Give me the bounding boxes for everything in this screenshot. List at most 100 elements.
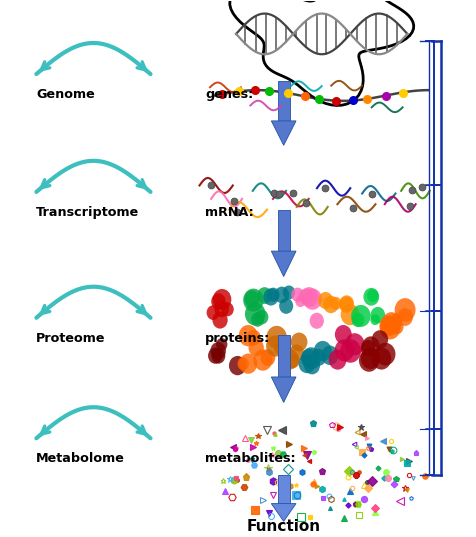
Circle shape	[239, 353, 257, 374]
Circle shape	[255, 310, 268, 324]
Circle shape	[237, 357, 248, 371]
Circle shape	[216, 338, 227, 351]
Circle shape	[370, 307, 384, 323]
Circle shape	[267, 288, 279, 302]
Text: Function: Function	[246, 519, 320, 534]
Polygon shape	[271, 504, 296, 521]
Circle shape	[221, 302, 233, 316]
Circle shape	[228, 356, 246, 375]
Circle shape	[366, 289, 377, 302]
Circle shape	[300, 287, 317, 307]
Circle shape	[266, 326, 286, 349]
Circle shape	[243, 288, 263, 311]
Circle shape	[211, 348, 225, 364]
Polygon shape	[271, 121, 296, 146]
Circle shape	[300, 349, 316, 367]
Circle shape	[245, 302, 265, 325]
Circle shape	[363, 288, 378, 306]
Text: Proteome: Proteome	[36, 332, 106, 345]
Circle shape	[278, 298, 293, 314]
Circle shape	[303, 357, 319, 374]
Circle shape	[282, 286, 295, 300]
Polygon shape	[277, 336, 289, 377]
Circle shape	[253, 350, 272, 371]
Circle shape	[329, 297, 341, 310]
Circle shape	[328, 350, 346, 369]
Text: Genome: Genome	[36, 88, 95, 101]
Circle shape	[290, 332, 307, 351]
Circle shape	[360, 340, 374, 356]
Circle shape	[257, 287, 271, 304]
Circle shape	[295, 295, 305, 307]
Text: Transcriptome: Transcriptome	[36, 206, 139, 219]
Circle shape	[344, 333, 364, 355]
Circle shape	[301, 347, 320, 369]
Circle shape	[317, 292, 332, 309]
Circle shape	[397, 308, 412, 326]
Circle shape	[244, 291, 259, 307]
Circle shape	[280, 349, 298, 369]
Circle shape	[278, 343, 288, 354]
Circle shape	[334, 339, 354, 361]
Polygon shape	[277, 209, 289, 251]
Circle shape	[246, 330, 260, 345]
Circle shape	[210, 342, 226, 360]
Circle shape	[339, 339, 360, 362]
Circle shape	[358, 349, 378, 372]
Circle shape	[286, 353, 299, 368]
Circle shape	[309, 313, 323, 329]
Circle shape	[250, 312, 264, 326]
Circle shape	[212, 311, 227, 329]
Circle shape	[208, 347, 222, 364]
Circle shape	[351, 313, 364, 327]
Circle shape	[338, 296, 353, 313]
Circle shape	[360, 347, 379, 369]
Circle shape	[298, 288, 313, 304]
Circle shape	[313, 341, 331, 361]
Circle shape	[389, 320, 403, 335]
Circle shape	[390, 313, 400, 325]
Circle shape	[302, 288, 321, 310]
Circle shape	[298, 354, 315, 373]
Circle shape	[334, 325, 351, 344]
Circle shape	[248, 339, 263, 357]
Circle shape	[361, 336, 379, 356]
Text: Metabolome: Metabolome	[36, 452, 125, 465]
Polygon shape	[277, 475, 289, 504]
Circle shape	[323, 296, 338, 313]
Circle shape	[291, 288, 303, 302]
Circle shape	[392, 317, 401, 328]
Circle shape	[273, 343, 284, 354]
Circle shape	[375, 343, 395, 366]
Circle shape	[340, 304, 359, 325]
Text: metabolites:: metabolites:	[205, 452, 295, 465]
Circle shape	[214, 301, 228, 317]
Polygon shape	[271, 251, 296, 277]
Circle shape	[394, 298, 415, 322]
Text: mRNA:: mRNA:	[205, 206, 253, 219]
Circle shape	[339, 295, 353, 312]
Circle shape	[378, 316, 397, 336]
Text: genes:: genes:	[205, 88, 253, 101]
Circle shape	[369, 314, 379, 325]
Polygon shape	[229, 0, 413, 105]
Circle shape	[274, 287, 288, 303]
Polygon shape	[277, 81, 289, 121]
Circle shape	[260, 349, 275, 366]
Circle shape	[310, 349, 326, 366]
Text: proteins:: proteins:	[205, 332, 270, 345]
Circle shape	[381, 312, 401, 335]
Circle shape	[289, 344, 303, 361]
Circle shape	[371, 347, 390, 369]
Circle shape	[263, 288, 278, 306]
Polygon shape	[271, 377, 296, 402]
Circle shape	[350, 305, 370, 327]
Circle shape	[206, 305, 219, 320]
Circle shape	[212, 289, 231, 310]
Circle shape	[238, 325, 257, 346]
Circle shape	[211, 293, 225, 309]
Circle shape	[371, 330, 387, 349]
Circle shape	[266, 336, 284, 357]
Circle shape	[379, 316, 399, 339]
Circle shape	[321, 346, 338, 365]
